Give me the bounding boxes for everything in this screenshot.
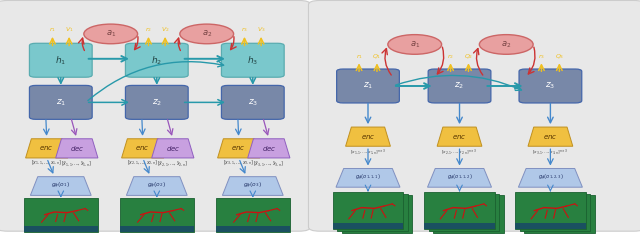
FancyBboxPatch shape <box>520 194 590 231</box>
FancyBboxPatch shape <box>221 43 284 77</box>
Text: $z_2$: $z_2$ <box>454 81 465 91</box>
Text: $dec$: $dec$ <box>166 144 180 153</box>
FancyBboxPatch shape <box>524 195 595 233</box>
Polygon shape <box>428 168 492 187</box>
FancyBboxPatch shape <box>519 69 582 103</box>
Bar <box>333 223 403 229</box>
Text: $[x_{2,1},\!\ldots,x_{2,n}]$: $[x_{2,1},\!\ldots,x_{2,n}]$ <box>127 159 158 167</box>
Polygon shape <box>528 127 573 146</box>
Circle shape <box>388 35 442 54</box>
Text: $[\hat{x}_{3,1},\!\ldots,\hat{x}_{3,n}]$: $[\hat{x}_{3,1},\!\ldots,\hat{x}_{3,n}]$ <box>253 159 284 168</box>
FancyBboxPatch shape <box>125 85 188 119</box>
FancyBboxPatch shape <box>29 85 92 119</box>
FancyBboxPatch shape <box>308 0 640 231</box>
Text: $a_2$: $a_2$ <box>501 39 511 50</box>
FancyBboxPatch shape <box>428 69 491 103</box>
Text: $g_\phi(o_1)$: $g_\phi(o_1)$ <box>51 181 70 191</box>
Text: $h_2$: $h_2$ <box>151 54 163 66</box>
Text: $g_\phi(o_2)$: $g_\phi(o_2)$ <box>147 181 166 191</box>
FancyBboxPatch shape <box>120 198 193 232</box>
FancyBboxPatch shape <box>24 198 97 232</box>
Text: $[\hat{x}_{2,1},\!\ldots,\hat{x}_{2,n}]$: $[\hat{x}_{2,1},\!\ldots,\hat{x}_{2,n}]$ <box>157 159 188 168</box>
Text: $dec$: $dec$ <box>70 144 84 153</box>
FancyBboxPatch shape <box>216 198 290 232</box>
Polygon shape <box>152 139 194 158</box>
Text: $g_\phi(o_{1,2,3})$: $g_\phi(o_{1,2,3})$ <box>538 173 563 183</box>
Text: $z_2$: $z_2$ <box>152 97 162 108</box>
Text: $g_\phi(o_{1,1,1})$: $g_\phi(o_{1,1,1})$ <box>355 173 381 183</box>
FancyBboxPatch shape <box>221 85 284 119</box>
Text: $z_1$: $z_1$ <box>56 97 66 108</box>
Polygon shape <box>218 139 260 158</box>
FancyBboxPatch shape <box>424 192 495 229</box>
Text: $g_\phi(o_{1,1,2})$: $g_\phi(o_{1,1,2})$ <box>447 173 472 183</box>
Text: $z_3$: $z_3$ <box>545 81 556 91</box>
Text: $z_1$: $z_1$ <box>363 81 373 91</box>
Text: $g_\phi(o_3)$: $g_\phi(o_3)$ <box>243 181 262 191</box>
Text: $r_3$: $r_3$ <box>241 26 248 34</box>
Text: $[x_{3,1},\!\ldots,x_{3,n}]$: $[x_{3,1},\!\ldots,x_{3,n}]$ <box>223 159 254 167</box>
Text: $a_1$: $a_1$ <box>410 39 420 50</box>
Text: $Q_2$: $Q_2$ <box>464 52 473 61</box>
Polygon shape <box>518 168 582 187</box>
Text: $V_3$: $V_3$ <box>257 26 266 34</box>
Bar <box>424 223 495 229</box>
Polygon shape <box>336 168 400 187</box>
Polygon shape <box>346 127 390 146</box>
FancyBboxPatch shape <box>29 43 92 77</box>
FancyBboxPatch shape <box>429 194 499 231</box>
Polygon shape <box>31 177 92 195</box>
Text: $a_1$: $a_1$ <box>106 29 116 39</box>
Polygon shape <box>122 139 164 158</box>
Text: $enc$: $enc$ <box>361 133 375 141</box>
Polygon shape <box>248 139 290 158</box>
Text: $r_2$: $r_2$ <box>447 52 454 61</box>
Text: $z_3$: $z_3$ <box>248 97 258 108</box>
Bar <box>120 226 193 232</box>
Bar <box>515 223 586 229</box>
Polygon shape <box>26 139 68 158</box>
Polygon shape <box>223 177 283 195</box>
Text: $enc$: $enc$ <box>543 133 557 141</box>
FancyBboxPatch shape <box>337 69 399 103</box>
Circle shape <box>479 35 533 54</box>
Text: $[x_{1,1},\!\ldots,x_{1,n}]^{n\times3}$: $[x_{1,1},\!\ldots,x_{1,n}]^{n\times3}$ <box>350 147 386 157</box>
FancyBboxPatch shape <box>515 192 586 229</box>
Text: $[x_{3,1},\!\ldots,x_{3,n}]^{n\times3}$: $[x_{3,1},\!\ldots,x_{3,n}]^{n\times3}$ <box>532 147 568 157</box>
Text: $enc$: $enc$ <box>232 144 246 152</box>
Text: $[\hat{x}_{1,1},\!\ldots,\hat{x}_{1,n}]$: $[\hat{x}_{1,1},\!\ldots,\hat{x}_{1,n}]$ <box>61 159 92 168</box>
Text: $r_1$: $r_1$ <box>49 26 56 34</box>
FancyBboxPatch shape <box>333 192 403 229</box>
Circle shape <box>180 24 234 44</box>
Polygon shape <box>127 177 187 195</box>
Bar <box>24 226 97 232</box>
Text: $h_1$: $h_1$ <box>55 54 67 66</box>
Text: $[x_{2,1},\!\ldots,x_{2,n}]^{n\times3}$: $[x_{2,1},\!\ldots,x_{2,n}]^{n\times3}$ <box>442 147 477 157</box>
Text: $r_1$: $r_1$ <box>356 52 362 61</box>
Text: $r_3$: $r_3$ <box>538 52 545 61</box>
FancyBboxPatch shape <box>337 194 408 231</box>
FancyBboxPatch shape <box>433 195 504 233</box>
Text: $r_2$: $r_2$ <box>145 26 152 34</box>
Text: $enc$: $enc$ <box>136 144 150 152</box>
Text: $V_1$: $V_1$ <box>65 26 74 34</box>
Bar <box>216 226 290 232</box>
Text: $V_2$: $V_2$ <box>161 26 170 34</box>
Polygon shape <box>437 127 482 146</box>
Text: $a_2$: $a_2$ <box>202 29 212 39</box>
Text: $h_3$: $h_3$ <box>247 54 259 66</box>
Text: $enc$: $enc$ <box>40 144 54 152</box>
FancyBboxPatch shape <box>0 0 310 231</box>
Circle shape <box>84 24 138 44</box>
Text: $enc$: $enc$ <box>452 133 467 141</box>
FancyBboxPatch shape <box>342 195 412 233</box>
Text: $Q_1$: $Q_1$ <box>372 52 381 61</box>
Text: $dec$: $dec$ <box>262 144 276 153</box>
Text: $Q_3$: $Q_3$ <box>555 52 564 61</box>
Text: $[x_{1,1},\!\ldots,x_{1,n}]$: $[x_{1,1},\!\ldots,x_{1,n}]$ <box>31 159 62 167</box>
FancyBboxPatch shape <box>125 43 188 77</box>
Polygon shape <box>56 139 98 158</box>
